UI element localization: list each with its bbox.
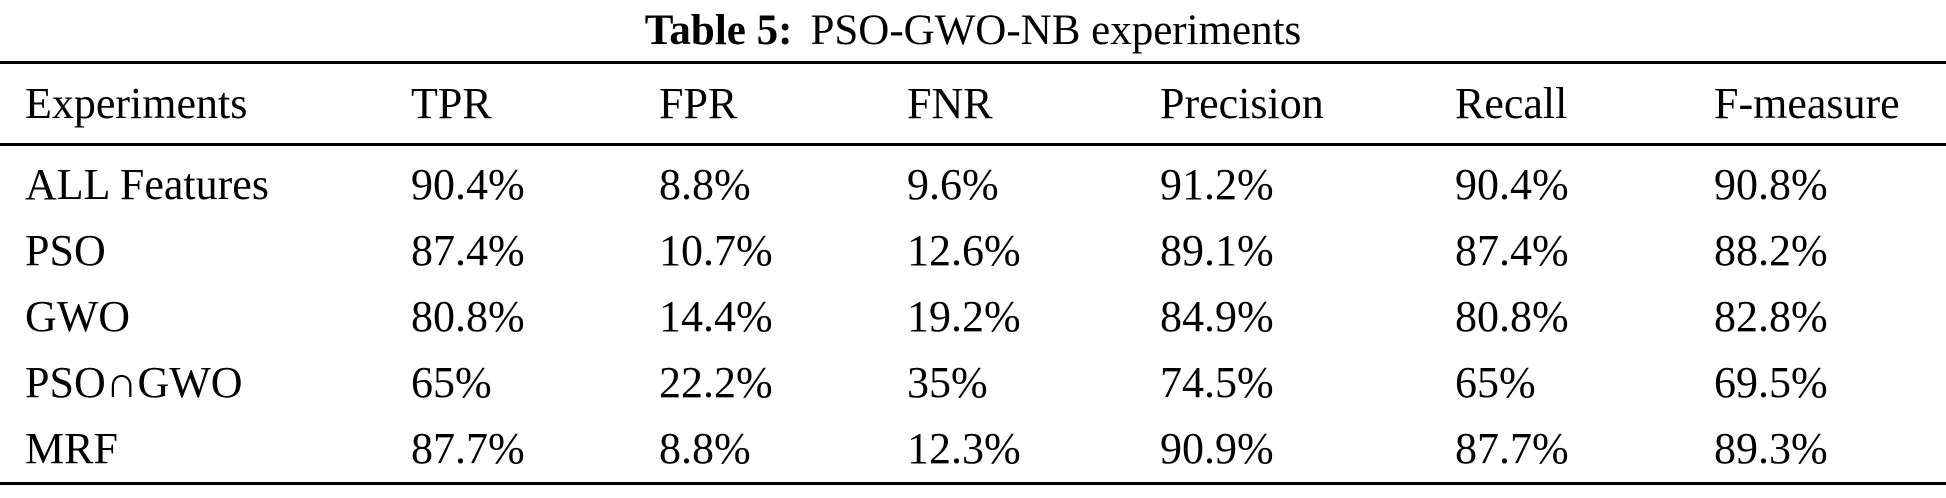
table-cell-recall: 87.4% (1455, 226, 1569, 275)
column-header-tpr: TPR (411, 78, 492, 128)
table-header-row: Experiments TPR FPR FNR Precision Recall… (0, 64, 1946, 143)
table-cell-precision: 91.2% (1160, 160, 1274, 209)
table-cell-fnr: 35% (907, 358, 988, 407)
top-rule (0, 61, 1946, 64)
table-cell-f-measure: 89.3% (1714, 424, 1828, 473)
bottom-rule (0, 482, 1946, 485)
table-cell-fpr: 22.2% (659, 358, 773, 407)
column-header-precision: Precision (1160, 78, 1324, 128)
table-row-gwo: GWO 80.8% 14.4% 19.2% 84.9% 80.8% 82.8% (0, 284, 1946, 350)
table-cell-fpr: 8.8% (659, 424, 751, 473)
table-cell-fnr: 12.6% (907, 226, 1021, 275)
table-caption-label: Table 5: (644, 7, 793, 54)
table-caption: Table 5: PSO-GWO-NB experiments (0, 0, 1946, 61)
table-cell-tpr: 90.4% (411, 160, 525, 209)
column-header-experiments: Experiments (25, 78, 248, 128)
table-cell-recall: 80.8% (1455, 292, 1569, 341)
table-cell-fnr: 9.6% (907, 160, 999, 209)
table-row-pso-intersect-gwo: PSO∩GWO 65% 22.2% 35% 74.5% 65% 69.5% (0, 350, 1946, 416)
table-cell-f-measure: 82.8% (1714, 292, 1828, 341)
table-body: ALL Features 90.4% 8.8% 9.6% 91.2% 90.4%… (0, 146, 1946, 482)
column-header-fpr: FPR (659, 78, 738, 128)
table-cell-tpr: 87.7% (411, 424, 525, 473)
column-header-f-measure: F-measure (1714, 78, 1900, 128)
header-rule (0, 143, 1946, 146)
column-header-recall: Recall (1455, 78, 1568, 128)
table-cell-fpr: 10.7% (659, 226, 773, 275)
table-cell-recall: 87.7% (1455, 424, 1569, 473)
table-row-pso: PSO 87.4% 10.7% 12.6% 89.1% 87.4% 88.2% (0, 218, 1946, 284)
table-cell-precision: 74.5% (1160, 358, 1274, 407)
row-label: PSO∩GWO (25, 358, 243, 407)
row-label: GWO (25, 292, 131, 341)
column-header-fnr: FNR (907, 78, 993, 128)
table-cell-f-measure: 69.5% (1714, 358, 1828, 407)
table-cell-precision: 89.1% (1160, 226, 1274, 275)
table-cell-precision: 90.9% (1160, 424, 1274, 473)
row-label: PSO (25, 226, 106, 275)
row-label: MRF (25, 424, 118, 473)
table-cell-precision: 84.9% (1160, 292, 1274, 341)
table-caption-text: PSO-GWO-NB experiments (810, 7, 1302, 54)
table-cell-fnr: 12.3% (907, 424, 1021, 473)
table-cell-fpr: 14.4% (659, 292, 773, 341)
table-cell-recall: 90.4% (1455, 160, 1569, 209)
table-row-all-features: ALL Features 90.4% 8.8% 9.6% 91.2% 90.4%… (0, 152, 1946, 218)
table-cell-fnr: 19.2% (907, 292, 1021, 341)
table-cell-recall: 65% (1455, 358, 1536, 407)
table-row-mrf: MRF 87.7% 8.8% 12.3% 90.9% 87.7% 89.3% (0, 416, 1946, 482)
table-cell-f-measure: 90.8% (1714, 160, 1828, 209)
table-cell-fpr: 8.8% (659, 160, 751, 209)
table-cell-f-measure: 88.2% (1714, 226, 1828, 275)
table-cell-tpr: 87.4% (411, 226, 525, 275)
table-cell-tpr: 65% (411, 358, 492, 407)
table-cell-tpr: 80.8% (411, 292, 525, 341)
row-label: ALL Features (25, 160, 269, 209)
